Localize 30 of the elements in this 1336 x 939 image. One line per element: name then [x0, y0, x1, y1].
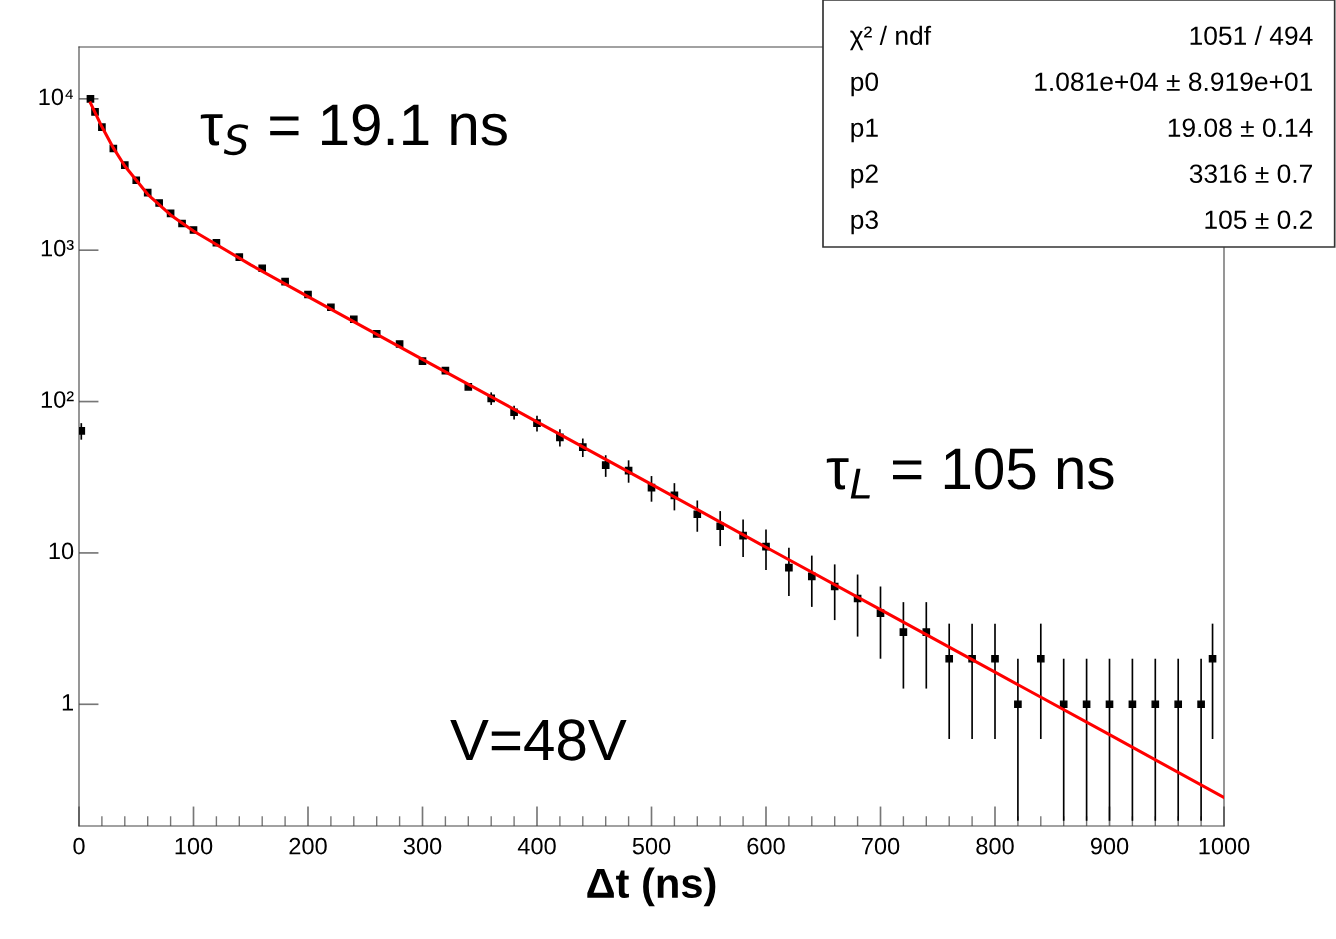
annotation: χ² / ndf: [849, 25, 932, 51]
x-tick-label: 700: [862, 837, 900, 855]
x-tick-label: 800: [976, 837, 1014, 855]
annotation: p3: [851, 210, 878, 235]
y-tick-label: 10: [49, 542, 74, 560]
text: 1051 / 494: [1190, 25, 1313, 46]
x-tick-label: 600: [747, 837, 785, 855]
x-tick-label: 300: [403, 837, 442, 855]
annotation: τ$_{S}$ = 19.1 ns: [200, 104, 507, 156]
x-axis-title: Δt (ns): [587, 867, 716, 907]
annotation: 19.08 ± 0.14: [1168, 118, 1313, 138]
x-tick-label: 900: [1090, 837, 1129, 855]
x-tick-label: 1000: [1199, 837, 1250, 855]
x-tick-label: 400: [517, 837, 556, 855]
y-tick-label: 10³: [41, 239, 74, 257]
x-tick-label: 500: [632, 837, 671, 855]
x-tick-label: 100: [175, 837, 213, 855]
annotation: p1: [851, 118, 878, 143]
x-tick-label: 200: [289, 837, 327, 855]
x-tick-label: 0: [73, 837, 85, 855]
annotation: τ$_{L}$ = 105 ns: [826, 448, 1114, 499]
annotation: V=48V: [450, 719, 627, 761]
annotation: 3316 ± 0.7: [1189, 164, 1312, 184]
annotation: 1.081e+04 ± 8.919e+01: [1035, 72, 1313, 92]
annotation: p0: [851, 72, 879, 97]
y-tick-label: 10⁴: [39, 88, 73, 106]
annotation: 105 ± 0.2: [1205, 210, 1312, 230]
y-tick-label: 10²: [41, 391, 74, 408]
y-tick-label: 1: [62, 694, 73, 711]
annotation: p2: [851, 164, 878, 189]
